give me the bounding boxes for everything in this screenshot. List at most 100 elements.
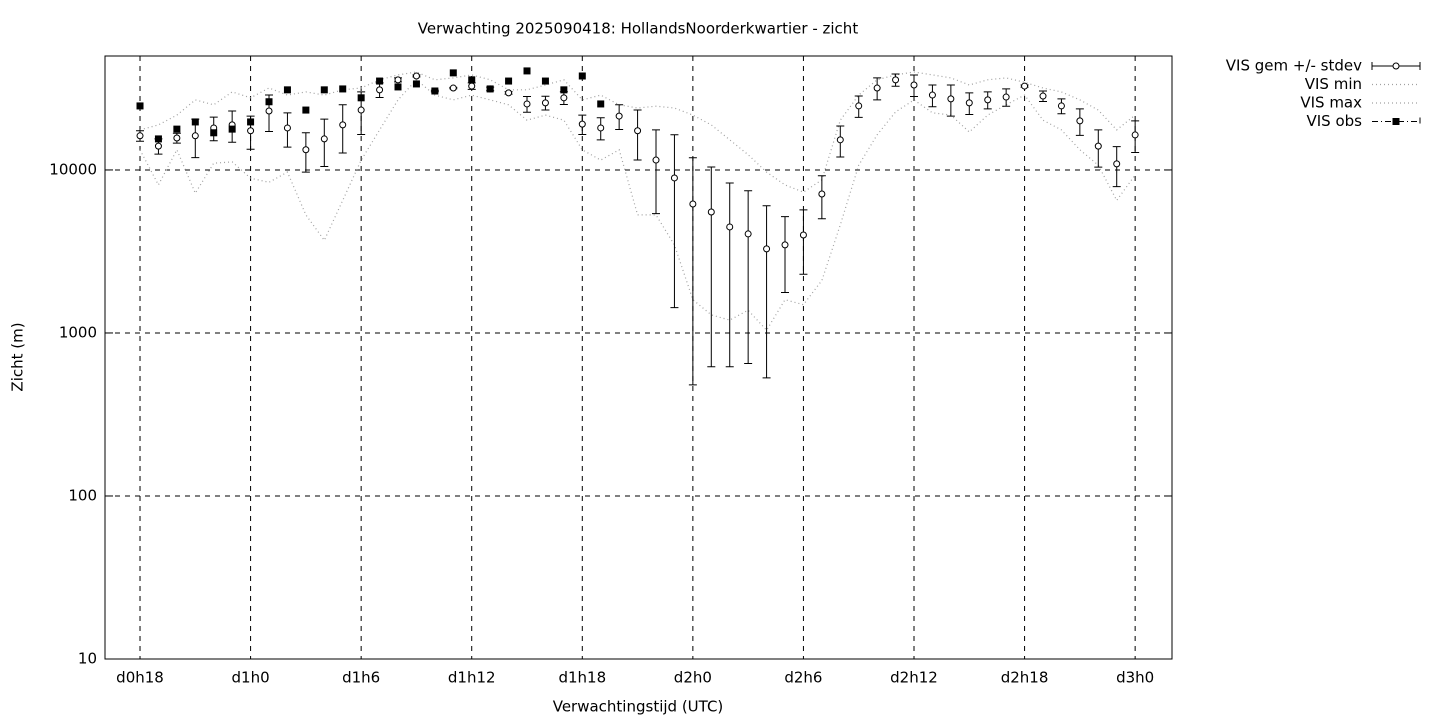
error-bar <box>652 129 661 215</box>
x-tick-label: d2h0 <box>674 669 712 687</box>
mean-point <box>173 134 181 142</box>
y-tick-label: 10000 <box>49 160 97 178</box>
obs-point <box>339 85 347 93</box>
obs-point <box>302 106 310 114</box>
y-axis-label: Zicht (m) <box>9 322 27 391</box>
mean-point <box>154 142 162 150</box>
mean-point <box>523 100 531 108</box>
error-bar <box>633 109 642 161</box>
mean-point <box>707 208 715 216</box>
mean-point <box>1113 160 1121 168</box>
mean-point <box>763 245 771 253</box>
obs-point <box>394 83 402 91</box>
mean-point <box>855 102 863 110</box>
x-axis-label: Verwachtingstijd (UTC) <box>553 698 724 716</box>
obs-point <box>523 67 531 75</box>
error-bar <box>688 157 697 386</box>
mean-point <box>689 200 697 208</box>
mean-point <box>634 127 642 135</box>
y-tick-label: 100 <box>68 486 97 504</box>
obs-point <box>412 80 420 88</box>
y-tick-label: 10 <box>78 650 97 668</box>
mean-point <box>1076 117 1084 125</box>
mean-point <box>1094 142 1102 150</box>
mean-point <box>247 127 255 135</box>
x-tick-label: d2h6 <box>784 669 822 687</box>
mean-point <box>928 91 936 99</box>
mean-point <box>1131 131 1139 139</box>
obs-point <box>283 86 291 94</box>
legend-symbol <box>1392 62 1400 70</box>
mean-point <box>468 82 476 90</box>
obs-point <box>265 98 273 106</box>
error-bar <box>799 209 808 275</box>
mean-point <box>191 132 199 140</box>
mean-point <box>412 72 420 80</box>
obs-point <box>505 77 513 85</box>
legend-label: VIS obs <box>1307 112 1363 130</box>
obs-point <box>320 86 328 94</box>
x-tick-label: d2h18 <box>1001 669 1049 687</box>
mean-point <box>394 76 402 84</box>
mean-point <box>781 241 789 249</box>
mean-point <box>818 190 826 198</box>
error-bar <box>338 104 347 154</box>
obs-point <box>136 102 144 110</box>
mean-point <box>670 174 678 182</box>
mean-point <box>1039 92 1047 100</box>
mean-point <box>799 231 807 239</box>
mean-point <box>560 94 568 102</box>
mean-point <box>947 95 955 103</box>
obs-point <box>541 77 549 85</box>
mean-point <box>283 124 291 132</box>
legend-symbol <box>1392 118 1400 125</box>
mean-point <box>873 84 881 92</box>
y-tick-label: 1000 <box>59 323 97 341</box>
mean-point <box>744 230 752 238</box>
obs-point <box>191 118 199 126</box>
mean-point <box>449 84 457 92</box>
legend-symbol <box>1372 117 1421 126</box>
obs-point <box>431 87 439 95</box>
obs-point <box>578 72 586 80</box>
obs-point <box>210 129 218 137</box>
mean-point <box>541 99 549 107</box>
mean-point <box>505 89 513 97</box>
obs-point <box>173 125 181 133</box>
obs-point <box>560 86 568 94</box>
error-bar <box>762 205 771 379</box>
x-tick-label: d1h6 <box>342 669 380 687</box>
x-tick-label: d3h0 <box>1116 669 1154 687</box>
obs-point <box>486 85 494 93</box>
obs-point <box>247 118 255 126</box>
mean-point <box>578 120 586 128</box>
error-bar <box>725 182 734 368</box>
legend-label: VIS gem +/- stdev <box>1226 57 1362 75</box>
mean-point <box>1021 82 1029 90</box>
x-tick-label: d1h18 <box>558 669 606 687</box>
obs-point <box>468 76 476 84</box>
error-bar <box>707 166 716 368</box>
obs-point <box>597 100 605 108</box>
obs-point <box>449 69 457 77</box>
error-bar <box>320 118 329 167</box>
line <box>139 71 1136 193</box>
legend-label: VIS max <box>1300 94 1362 112</box>
obs-point <box>154 135 162 143</box>
mean-point <box>965 99 973 107</box>
mean-point <box>320 135 328 143</box>
mean-point <box>615 112 623 120</box>
error-bar <box>744 190 753 364</box>
mean-point <box>1002 93 1010 101</box>
x-tick-label: d2h12 <box>890 669 938 687</box>
obs-point <box>357 94 365 102</box>
chart-title: Verwachting 2025090418: HollandsNoorderk… <box>418 20 859 38</box>
mean-point <box>984 96 992 104</box>
mean-point <box>302 146 310 154</box>
mean-point <box>597 124 605 132</box>
plot-frame <box>104 55 1173 660</box>
mean-point <box>892 76 900 84</box>
mean-point <box>357 106 365 114</box>
x-tick-label: d1h0 <box>232 669 270 687</box>
